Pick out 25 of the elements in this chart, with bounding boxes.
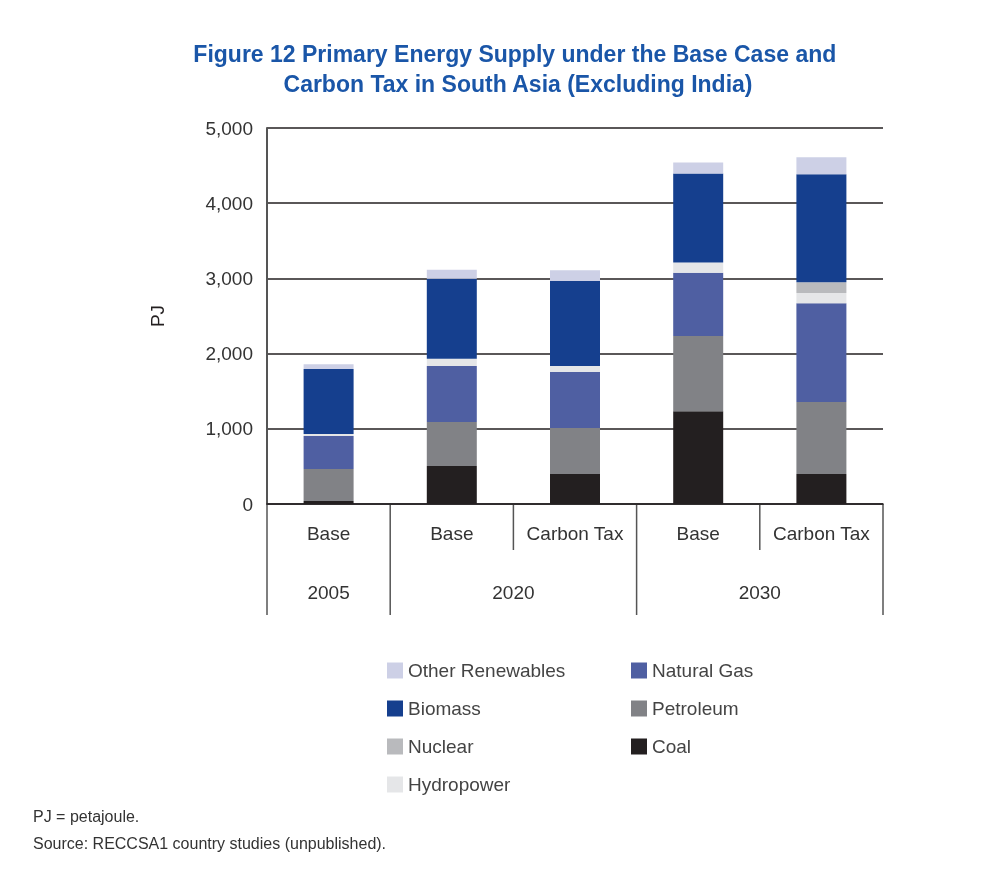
x-tick-label: Base: [430, 523, 474, 544]
y-tick-label: 5,000: [205, 117, 253, 139]
x-tick-label: Base: [306, 523, 351, 544]
y-tick-label: 4,000: [205, 192, 253, 214]
legend-label: Petroleum: [652, 698, 739, 719]
y-tick-label: 0: [242, 493, 253, 515]
x-tick-label: Base: [676, 523, 720, 544]
legend-label: Hydropower: [408, 774, 512, 795]
x-tick-label: Carbon Tax: [772, 523, 871, 544]
y-axis-title: PJ: [147, 304, 168, 328]
text: 2005: [307, 581, 350, 603]
chart-title: Figure 12 Primary Energy Supply under the Base Case and Carbon Tax in South Asia (Excluding India): [193, 41, 843, 97]
legend-label: Biomass: [408, 698, 481, 719]
y-tick-label: 2,000: [205, 343, 253, 365]
x-tick-label: Carbon Tax: [526, 523, 624, 544]
legend-label: Other Renewables: [408, 660, 566, 681]
legend-label: Natural Gas: [652, 660, 754, 681]
y-tick-label: 3,000: [205, 267, 253, 289]
text: 2020: [492, 581, 535, 603]
source-note: Source: RECCSA1 country studies (unpublished).: [33, 834, 387, 852]
y-tick-label: 1,000: [205, 418, 253, 440]
legend-label: Coal: [652, 736, 692, 757]
legend-label: Nuclear: [408, 736, 475, 757]
text: 2030: [738, 581, 781, 603]
text: PJ = petajoule.: [33, 807, 140, 825]
